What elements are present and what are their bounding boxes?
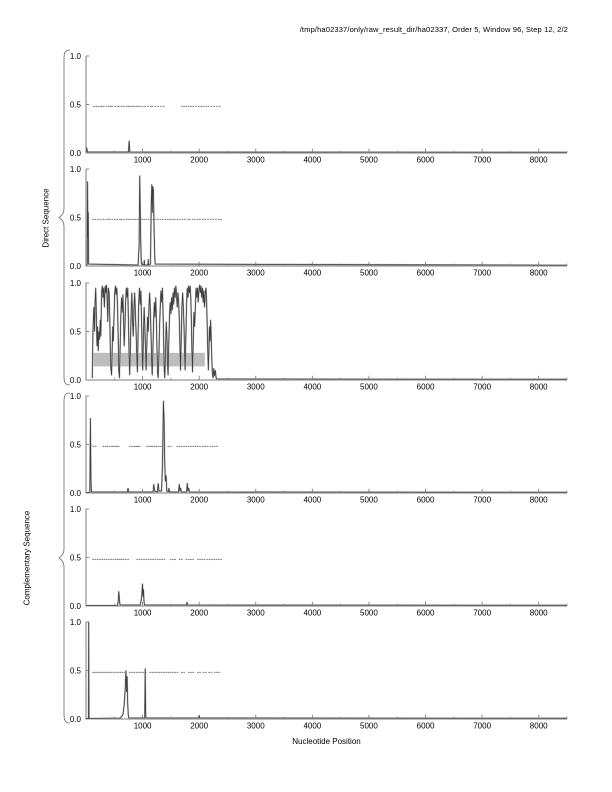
x-tick-label: 6000 <box>417 156 435 165</box>
x-axis-label: Nucleotide Position <box>292 737 361 746</box>
x-tick-label: 2000 <box>190 609 208 618</box>
x-tick-label: 1000 <box>134 609 152 618</box>
y-tick-label: 0.5 <box>70 553 82 562</box>
x-tick-label: 2000 <box>190 383 208 392</box>
x-tick-label: 3000 <box>247 156 265 165</box>
x-tick-label: 5000 <box>360 269 378 278</box>
coding-potential-curve <box>86 621 568 719</box>
coding-potential-curve <box>86 583 568 606</box>
x-tick-label: 8000 <box>530 383 548 392</box>
x-tick-label: 1000 <box>134 722 152 731</box>
panel-direct-frame-1: 0.0 0.5 1.0 1000 2000 3000 4000 5000 6000 7000 800… <box>70 52 568 165</box>
complementary-sequence-brace <box>58 392 71 724</box>
x-tick-label: 8000 <box>530 609 548 618</box>
y-tick-label: 0.0 <box>70 715 82 724</box>
curve-shadow <box>85 140 568 154</box>
curve-shadow <box>86 621 568 720</box>
x-tick-label: 4000 <box>303 156 321 165</box>
x-tick-label: 2000 <box>190 496 208 505</box>
x-tick-label: 5000 <box>360 609 378 618</box>
x-tick-label: 4000 <box>303 269 321 278</box>
y-tick-label: 1.0 <box>70 392 82 401</box>
y-tick-label: 0.0 <box>70 602 82 611</box>
axes <box>85 396 567 494</box>
x-tick-label: 6000 <box>417 722 435 731</box>
coding-potential-curve <box>85 140 568 153</box>
x-tick-label: 3000 <box>247 722 265 731</box>
x-tick-label: 4000 <box>303 383 321 392</box>
y-tick-label: 0.0 <box>70 376 82 385</box>
y-tick-label: 1.0 <box>70 505 82 514</box>
y-tick-label: 1.0 <box>70 165 82 174</box>
x-tick-label: 6000 <box>417 269 435 278</box>
x-tick-label: 8000 <box>530 496 548 505</box>
y-tick-label: 1.0 <box>70 52 82 61</box>
x-tick-label: 6000 <box>417 496 435 505</box>
x-tick-label: 6000 <box>417 609 435 618</box>
panel-complementary-frame-1: 0.0 0.5 1.0 1000 2000 3000 4000 5000 6000 7000 800… <box>70 392 568 505</box>
x-tick-label: 7000 <box>473 496 491 505</box>
x-tick-label: 3000 <box>247 609 265 618</box>
x-tick-label: 7000 <box>473 383 491 392</box>
y-tick-label: 0.0 <box>70 489 82 498</box>
x-tick-label: 1000 <box>134 156 152 165</box>
coding-potential-curve <box>91 284 568 380</box>
threshold-band <box>93 352 205 367</box>
x-tick-label: 4000 <box>303 609 321 618</box>
y-tick-label: 0.0 <box>70 149 82 158</box>
x-tick-label: 5000 <box>360 383 378 392</box>
y-tick-label: 0.5 <box>70 213 82 222</box>
x-tick-label: 3000 <box>247 496 265 505</box>
y-tick-label: 0.0 <box>70 262 82 271</box>
panel-complementary-frame-3: 0.0 0.5 1.0 1000 2000 3000 4000 5000 6000 7000 800… <box>70 618 568 731</box>
y-tick-label: 1.0 <box>70 618 82 627</box>
x-tick-label: 8000 <box>530 722 548 731</box>
x-tick-label: 8000 <box>530 156 548 165</box>
x-tick-label: 1000 <box>134 496 152 505</box>
y-tick-label: 1.0 <box>70 279 82 288</box>
x-tick-label: 4000 <box>303 722 321 731</box>
x-tick-label: 3000 <box>247 383 265 392</box>
panel-complementary-frame-2: 0.0 0.5 1.0 1000 2000 3000 4000 5000 6000 7000 800… <box>70 505 568 618</box>
panel-direct-coding-potential: 0.0 0.5 1.0 1000 2000 3000 4000 5000 6000 7000 800… <box>70 279 568 392</box>
axes <box>85 509 567 607</box>
y-tick-label: 0.5 <box>70 327 82 336</box>
x-tick-label: 7000 <box>473 609 491 618</box>
x-tick-label: 2000 <box>190 156 208 165</box>
x-tick-label: 5000 <box>360 496 378 505</box>
x-tick-label: 8000 <box>530 269 548 278</box>
y-tick-label: 0.5 <box>70 666 82 675</box>
y-tick-label: 0.5 <box>70 440 82 449</box>
curve-shadow <box>86 583 568 607</box>
x-tick-label: 7000 <box>473 269 491 278</box>
panel-direct-frame-2: 0.0 0.5 1.0 1000 2000 3000 4000 5000 6000 7000 800… <box>70 165 568 278</box>
coding-potential-curve <box>85 400 568 494</box>
curve-shadow <box>85 175 568 267</box>
x-tick-label: 4000 <box>303 496 321 505</box>
x-tick-label: 1000 <box>134 383 152 392</box>
x-tick-label: 2000 <box>190 269 208 278</box>
x-tick-label: 7000 <box>473 722 491 731</box>
x-tick-label: 6000 <box>417 383 435 392</box>
axes <box>85 56 567 154</box>
y-tick-label: 0.5 <box>70 100 82 109</box>
x-tick-label: 5000 <box>360 722 378 731</box>
plot-title: /tmp/ha02337/only/raw_result_dir/ha02337… <box>299 25 568 34</box>
axes <box>85 169 567 267</box>
x-tick-label: 5000 <box>360 156 378 165</box>
x-tick-label: 3000 <box>247 269 265 278</box>
x-tick-label: 1000 <box>134 269 152 278</box>
x-tick-label: 2000 <box>190 722 208 731</box>
axes <box>85 622 567 720</box>
x-tick-label: 7000 <box>473 156 491 165</box>
direct-sequence-brace <box>58 49 71 386</box>
coding-potential-curve <box>85 175 568 267</box>
